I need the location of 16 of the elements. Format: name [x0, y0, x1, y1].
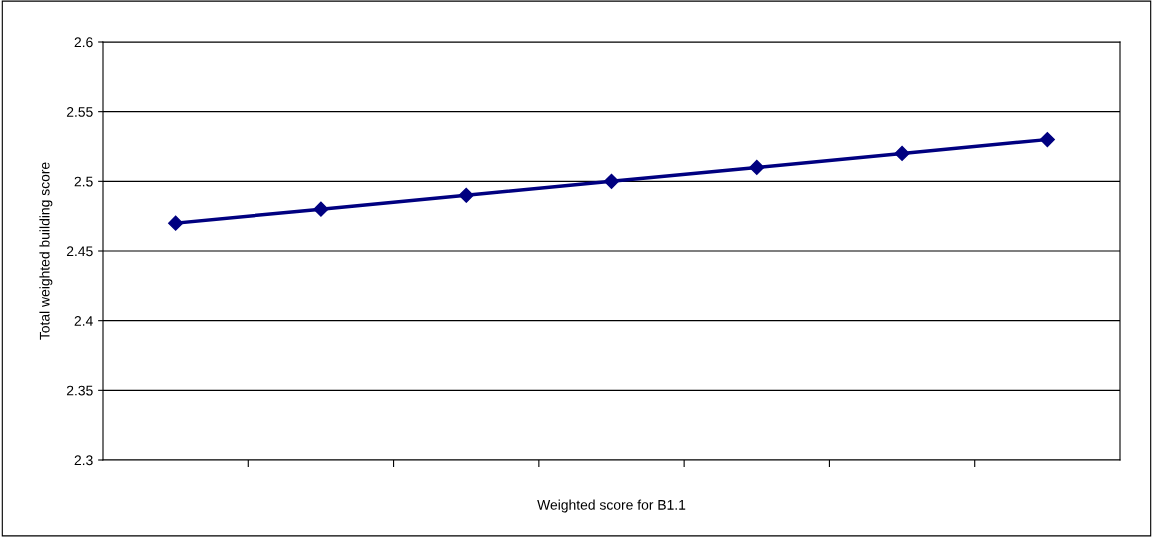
y-tick-label: 2.4 [74, 316, 93, 326]
point [313, 201, 329, 217]
point [458, 187, 474, 203]
point [894, 145, 910, 162]
y-axis-title: Total weighted building score [39, 162, 53, 340]
y-tick-label: 2.5 [74, 176, 93, 187]
y-tick-label: 2.45 [66, 246, 93, 257]
x-axis-title: Weighted score for B1.1 [537, 499, 686, 513]
y-tick-label: 2.6 [74, 37, 93, 48]
y-tick-label: 2.35 [66, 385, 93, 396]
y-tick-label: 2.55 [66, 107, 93, 117]
point [168, 215, 184, 231]
point [603, 173, 620, 189]
point [749, 159, 765, 175]
y-tick-label: 2.3 [74, 455, 93, 466]
point [1039, 131, 1055, 148]
